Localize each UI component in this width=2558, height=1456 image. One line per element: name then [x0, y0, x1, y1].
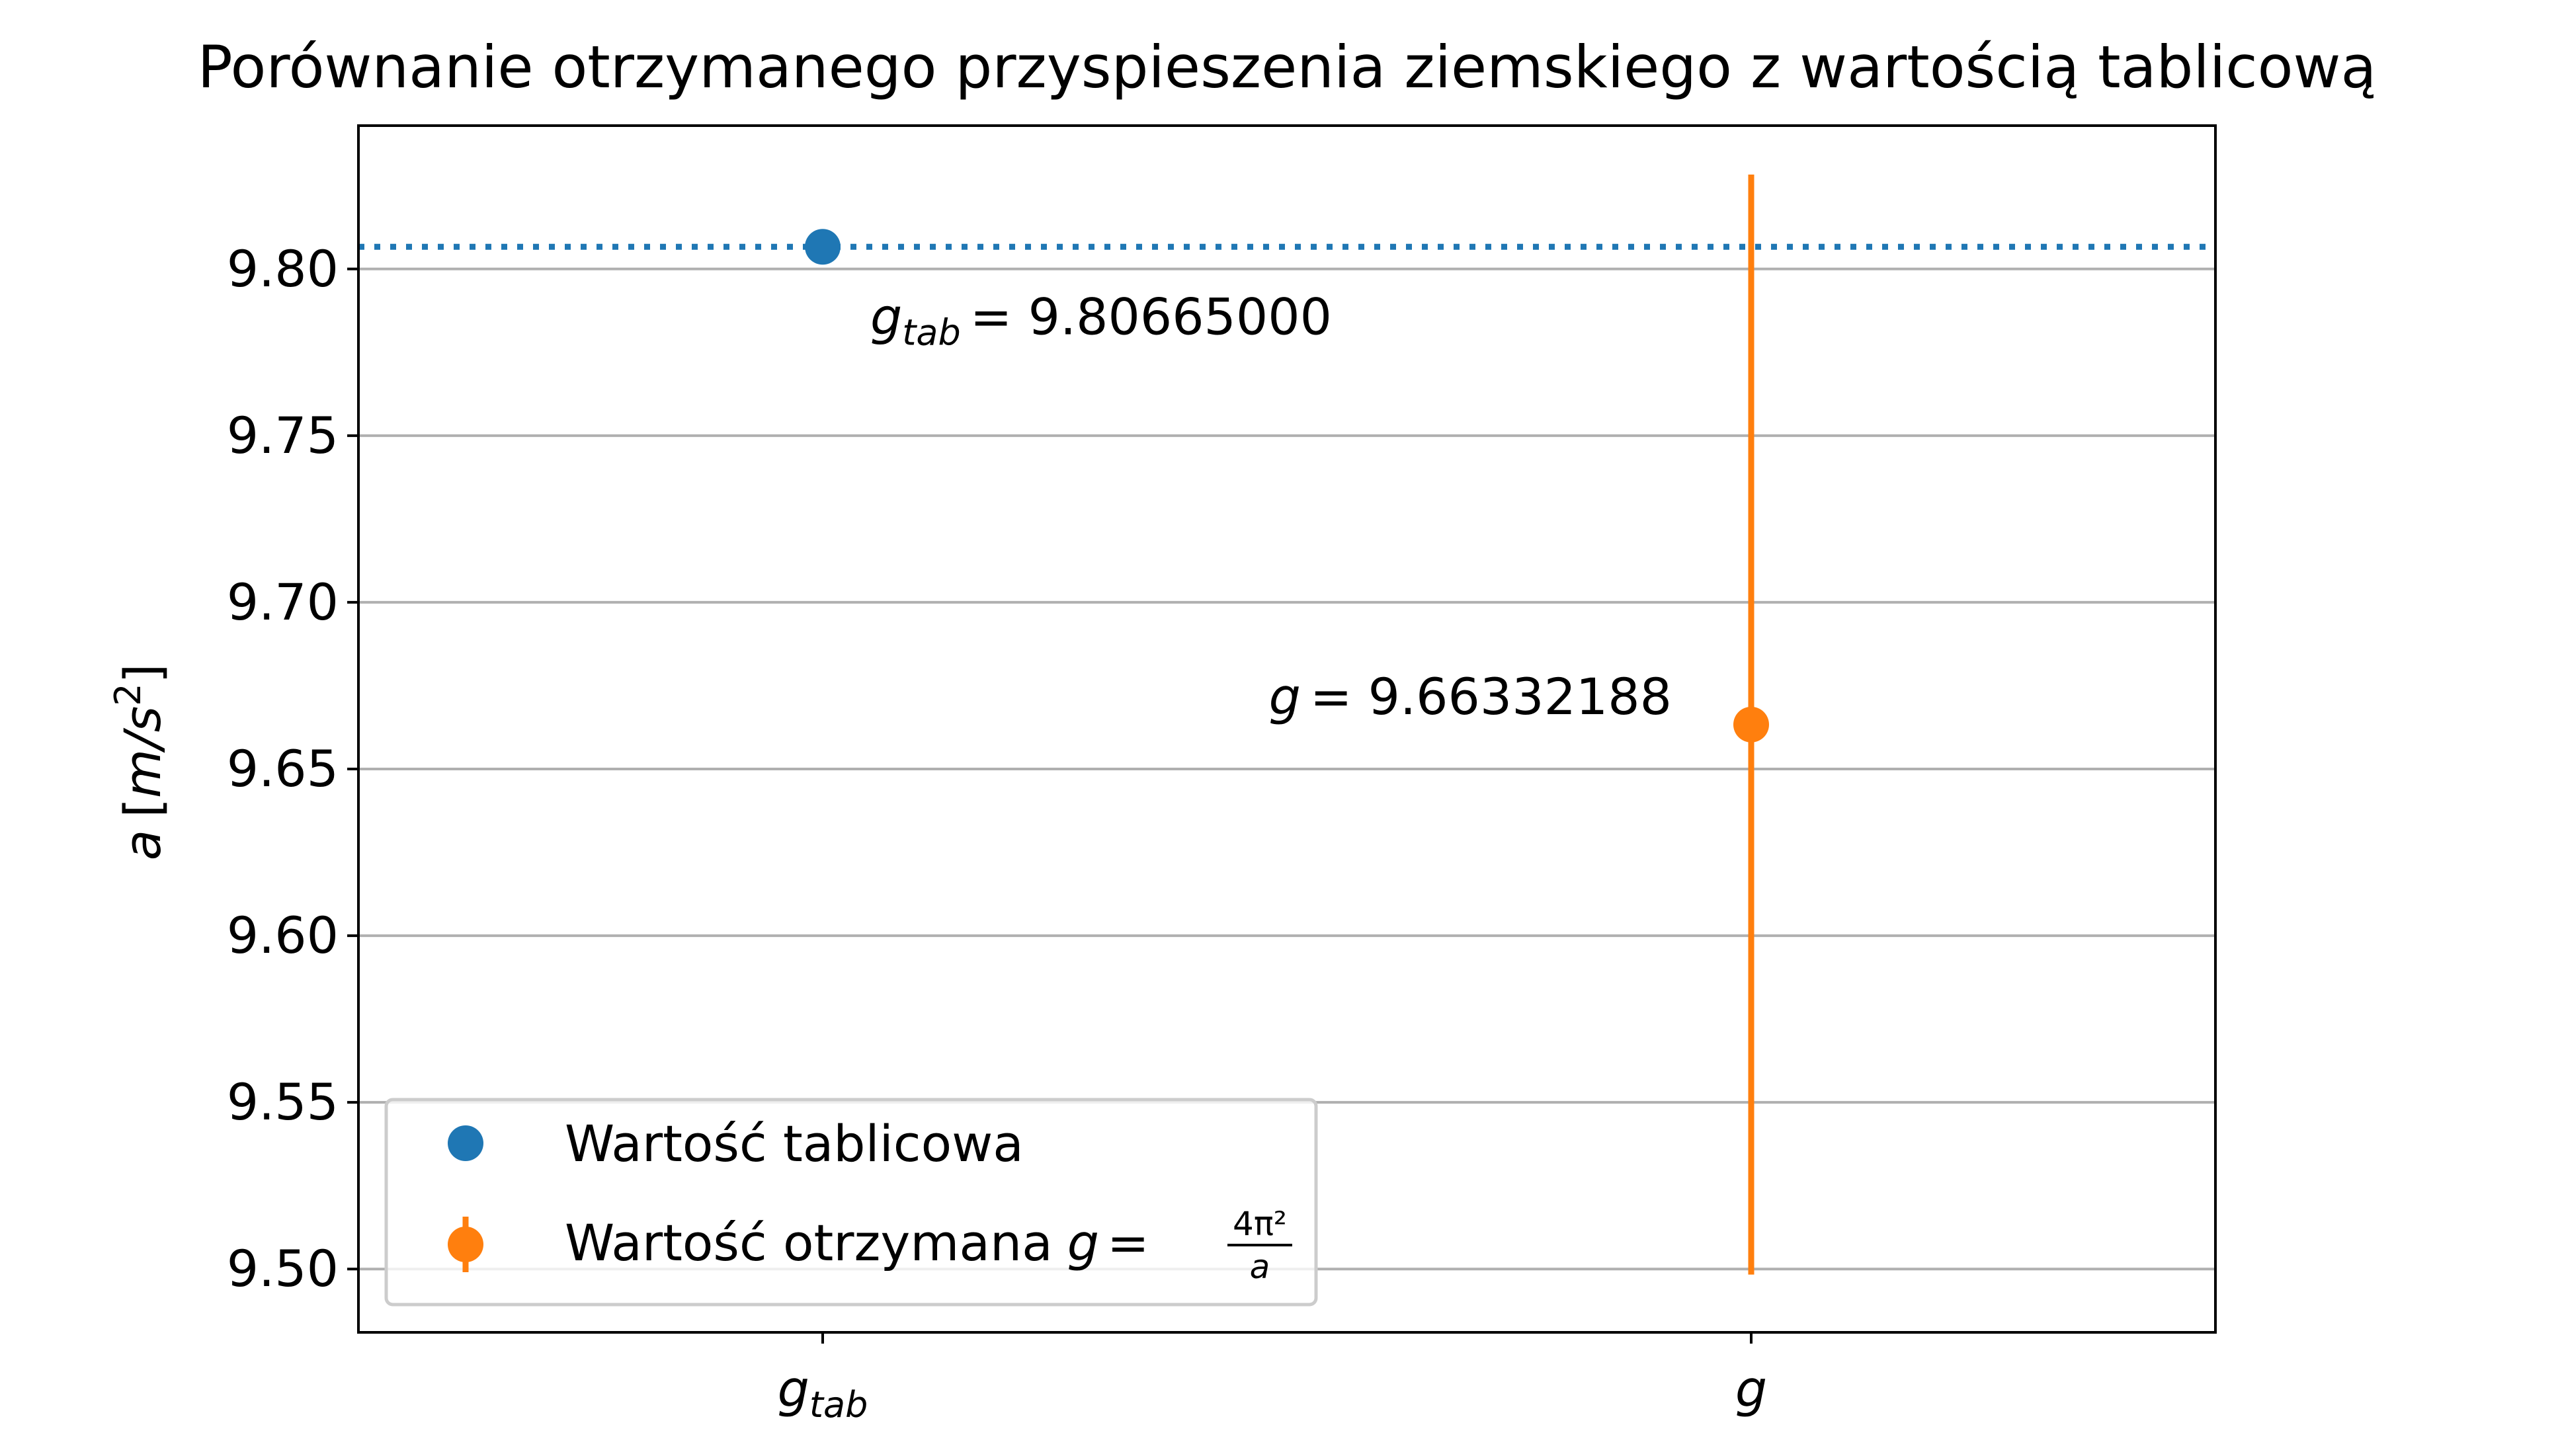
y-axis-label: a [m/s2]	[107, 664, 172, 860]
data-layer	[805, 174, 1769, 1275]
y-tick-label: 9.70	[227, 573, 339, 631]
data-point-g	[1733, 706, 1769, 743]
y-axis-label-unit: m/s	[113, 706, 172, 798]
y-tick-label: 9.60	[227, 906, 339, 965]
y-axis-label-open: [	[113, 798, 172, 818]
annotation-g-tab-value: = 9.80665000	[970, 287, 1332, 346]
annotation-g-lhs: g	[1269, 667, 1301, 726]
y-axis-label-exp: 2	[107, 683, 149, 706]
annotation-g-value: = 9.66332188	[1310, 667, 1672, 726]
y-tick-label: 9.55	[227, 1072, 339, 1131]
legend-formula-eq: =	[1107, 1213, 1149, 1272]
x-tick-label: gtab	[778, 1359, 868, 1426]
annotation-g-tab-sub: tab	[902, 311, 961, 353]
legend-box	[384, 1098, 1318, 1307]
legend-label-otrzymana: Wartość otrzymana g =	[565, 1213, 1149, 1272]
legend-marker-otrzymana	[448, 1227, 483, 1262]
legend-label-tablicowa: Wartość tablicowa	[565, 1114, 1024, 1173]
y-tick-label: 9.80	[227, 239, 339, 298]
annotation-g: g = 9.66332188	[1269, 667, 1672, 726]
legend-marker-tablicowa	[448, 1125, 483, 1161]
annotation-g-tab: gtab = 9.80665000	[870, 287, 1332, 353]
y-axis-ticks: 9.50 9.55 9.60 9.65 9.70 9.75 9.80	[227, 239, 358, 1298]
axes-frame	[357, 124, 2217, 1334]
legend: Wartość tablicowa Wartość otrzymana g = 4π…	[384, 1098, 1318, 1307]
chart-title: Porównanie otrzymanego przyspieszenia zi…	[198, 33, 2377, 101]
legend-formula-lhs: g	[1067, 1213, 1099, 1272]
x-axis-ticks: gtab g	[778, 1332, 1767, 1426]
legend-formula-numerator: 4π²	[1233, 1205, 1287, 1243]
annotation-g-tab-lhs: g	[870, 287, 902, 346]
legend-formula-denominator: a	[1250, 1248, 1270, 1286]
x-tick-label: g	[1735, 1359, 1767, 1418]
legend-label-otrzymana-name: Wartość otrzymana	[565, 1213, 1053, 1272]
y-tick-label: 9.75	[227, 406, 339, 465]
data-point-g-tab	[805, 229, 841, 265]
y-axis-label-close: ]	[113, 664, 172, 684]
y-tick-label: 9.65	[227, 739, 339, 798]
y-tick-label: 9.50	[227, 1239, 339, 1298]
y-axis-label-var: a	[113, 830, 172, 861]
